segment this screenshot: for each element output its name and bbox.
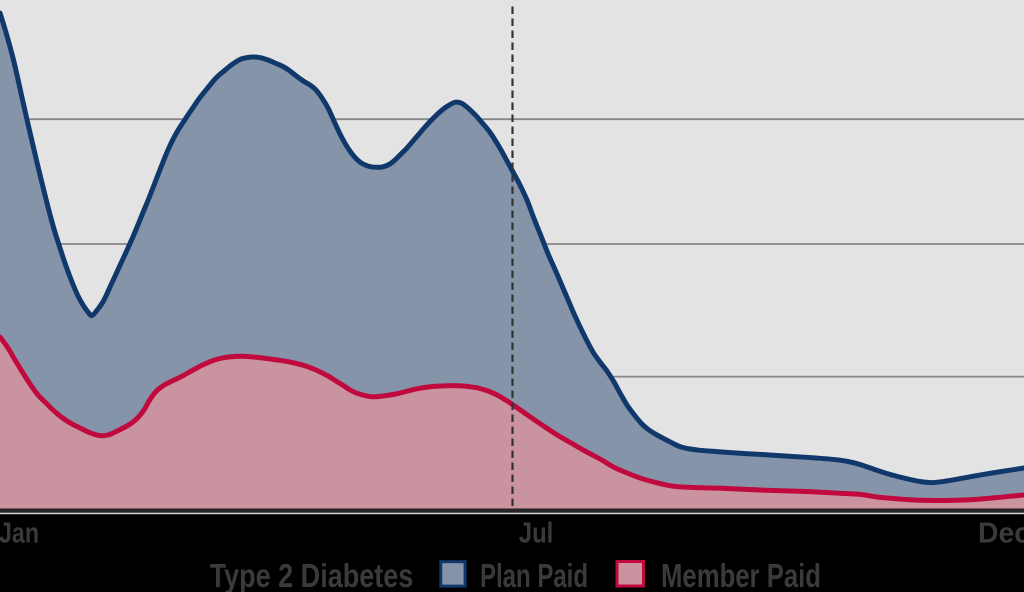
- svg-text:Dec: Dec: [978, 518, 1024, 550]
- svg-text:Jan: Jan: [0, 518, 39, 550]
- svg-text:Member Paid: Member Paid: [661, 557, 821, 592]
- svg-text:Jul: Jul: [519, 518, 554, 550]
- svg-text:Type 2 Diabetes: Type 2 Diabetes: [210, 557, 414, 592]
- svg-text:Plan Paid: Plan Paid: [480, 557, 588, 592]
